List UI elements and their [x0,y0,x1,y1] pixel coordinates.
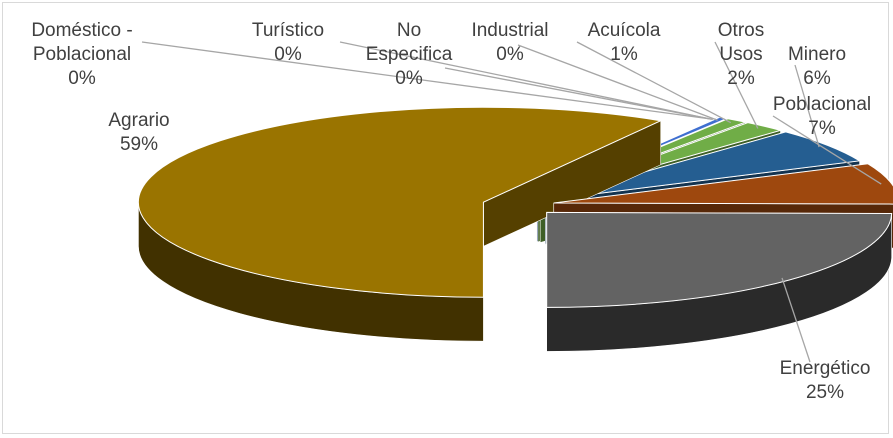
pie-slice-top [553,163,893,205]
leader-line [141,41,709,120]
pie-slice [137,106,663,342]
leader-line [517,44,718,121]
leader-line [714,41,759,129]
slice-label: Doméstico -Poblacional 0% [31,20,132,89]
leader-line [576,41,732,124]
leader-line [781,277,811,363]
leader-line [794,64,820,148]
slice-label: Energético 25% [780,358,871,403]
slice-label: Industrial 0% [471,20,548,65]
pie-slice-top [546,211,893,308]
slice-label: Otros Usos 2% [718,20,764,89]
leader-line [772,115,882,185]
leader-line [444,67,713,121]
slice-label: Acuícola 1% [588,20,661,65]
slice-label: No Especifica 0% [366,20,453,89]
slice-label: Agrario 59% [108,110,169,155]
leader-line [339,41,711,120]
pie-slice-top [137,106,663,298]
pie-slice [546,211,893,352]
slice-label: Turístico 0% [252,20,324,65]
slice-label: Poblacional 7% [773,94,871,139]
pie-slice-top [545,131,862,201]
slice-label: Minero 6% [788,44,846,89]
